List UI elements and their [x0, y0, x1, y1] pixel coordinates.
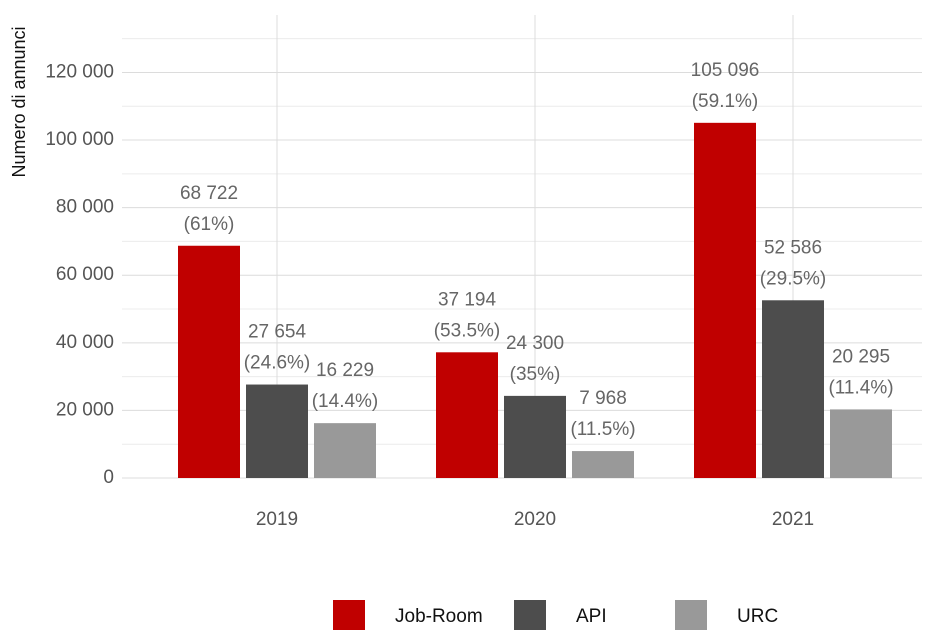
y-tick-label: 80 000 [56, 197, 114, 218]
bar [436, 352, 498, 478]
percent-label: (61%) [184, 214, 235, 235]
bar [504, 395, 566, 478]
x-tick-label: 2020 [514, 509, 556, 530]
bar [314, 423, 376, 478]
bar [178, 245, 240, 478]
legend-swatch [675, 600, 707, 630]
bar [572, 451, 634, 478]
percent-label: (29.5%) [760, 268, 827, 289]
percent-label: (24.6%) [244, 353, 311, 374]
bar [830, 409, 892, 478]
percent-label: (11.4%) [828, 377, 893, 398]
bar [246, 384, 308, 478]
y-tick-label: 40 000 [56, 332, 114, 353]
value-label: 37 194 [438, 289, 497, 310]
x-tick-label: 2021 [772, 509, 814, 530]
value-label: 24 300 [506, 333, 564, 354]
legend-label: Job-Room [395, 606, 483, 627]
legend-label: URC [737, 606, 778, 627]
percent-label: (59.1%) [692, 91, 759, 112]
legend-swatch [514, 600, 546, 630]
y-tick-label: 60 000 [56, 264, 114, 285]
percent-label: (11.5%) [570, 419, 635, 440]
bar [762, 300, 824, 478]
value-label: 7 968 [579, 388, 627, 409]
value-label: 20 295 [832, 346, 890, 367]
value-label: 52 586 [764, 237, 822, 258]
y-tick-label: 0 [103, 467, 114, 488]
percent-label: (14.4%) [312, 391, 379, 412]
y-tick-label: 120 000 [45, 61, 114, 82]
legend-swatch [333, 600, 365, 630]
legend-label: API [576, 606, 607, 627]
percent-label: (35%) [510, 364, 561, 385]
percent-label: (53.5%) [434, 320, 501, 341]
x-tick-label: 2019 [256, 509, 298, 530]
value-label: 105 096 [691, 60, 760, 81]
value-label: 68 722 [180, 183, 238, 204]
value-label: 16 229 [316, 360, 374, 381]
y-tick-label: 20 000 [56, 399, 114, 420]
y-axis-label: Numero di annunci [9, 26, 29, 177]
y-tick-label: 100 000 [45, 129, 114, 150]
bar [694, 122, 756, 479]
value-label: 27 654 [248, 322, 307, 343]
